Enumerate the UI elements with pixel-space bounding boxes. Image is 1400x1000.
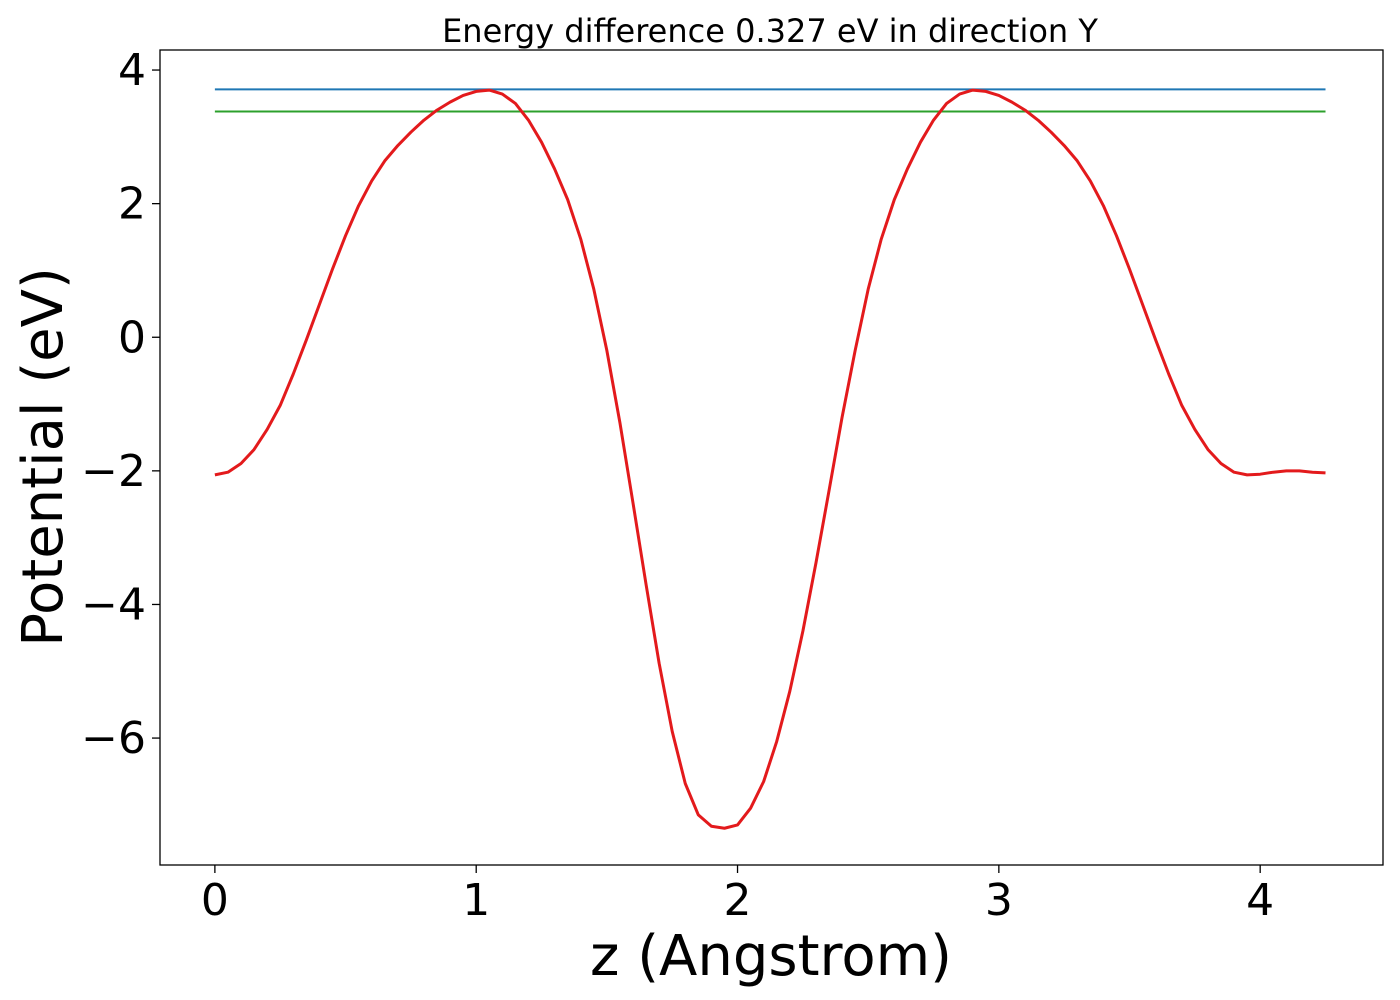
x-axis-ticks: 0 1 2 3 4 xyxy=(201,865,1274,926)
x-tick-label: 3 xyxy=(985,875,1013,926)
chart-title: Energy difference 0.327 eV in direction … xyxy=(442,12,1098,50)
y-axis-title: Potential (eV) xyxy=(11,267,76,647)
series-layer xyxy=(214,88,1326,830)
x-tick-label: 0 xyxy=(201,875,229,926)
y-axis-ticks: −6 −4 −2 0 2 4 xyxy=(81,45,160,764)
y-tick-label: 0 xyxy=(118,312,146,363)
x-tick-label: 2 xyxy=(724,875,752,926)
y-tick-label: 4 xyxy=(118,45,146,96)
series-line-3 xyxy=(214,88,1326,830)
y-tick-label: −2 xyxy=(81,446,146,497)
x-tick-label: 4 xyxy=(1246,875,1274,926)
y-tick-label: 2 xyxy=(118,179,146,230)
x-tick-label: 1 xyxy=(462,875,490,926)
y-tick-label: −6 xyxy=(81,713,146,764)
x-axis-title: z (Angstrom) xyxy=(590,924,952,989)
y-tick-label: −4 xyxy=(81,579,146,630)
plot-frame xyxy=(159,49,1384,866)
